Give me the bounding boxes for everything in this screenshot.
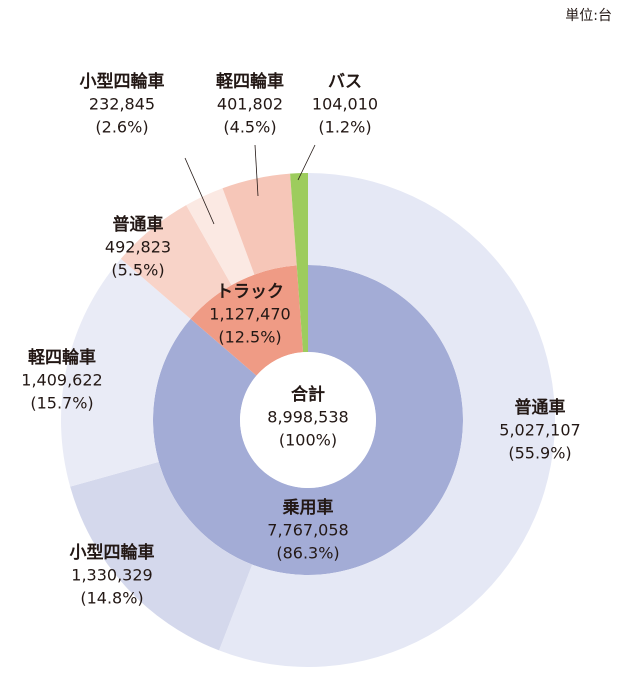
label-value: 492,823 [105, 238, 171, 257]
label-share: (12.5%) [218, 328, 281, 347]
label-share: (100%) [279, 431, 337, 450]
leader-line [254, 144, 259, 197]
label-value: 1,330,329 [71, 566, 152, 585]
label-share: (1.2%) [318, 118, 371, 137]
label-share: (15.7%) [30, 394, 93, 413]
unit-label: 単位:台 [565, 8, 612, 24]
leader-line [184, 157, 215, 225]
leader-line [297, 144, 316, 181]
label-name: 小型四輪車 [70, 542, 155, 563]
label-value: 1,127,470 [209, 305, 290, 324]
label-name: トラック [216, 282, 284, 302]
inner-segment [152, 265, 463, 575]
outer-segment [186, 188, 255, 286]
label-share: (86.3%) [276, 544, 339, 563]
label-value: 232,845 [89, 95, 155, 114]
outer-segment [60, 258, 191, 487]
label-share: (5.5%) [111, 261, 164, 280]
label-name: 乗用車 [282, 497, 334, 518]
inner-segment [190, 265, 304, 376]
label-name: 合計 [291, 384, 325, 405]
label-name: 軽四輪車 [28, 347, 96, 368]
label-value: 5,027,107 [499, 421, 580, 440]
outer-segment [219, 173, 555, 667]
label-value: 7,767,058 [267, 521, 348, 540]
outer-segment [70, 461, 253, 651]
label-share: (4.5%) [223, 118, 276, 137]
label-value: 401,802 [217, 95, 283, 114]
label-share: (55.9%) [508, 444, 571, 463]
full-segment [290, 173, 308, 353]
label-value: 104,010 [312, 95, 378, 114]
outer-segment [120, 205, 232, 319]
center-hole [240, 352, 376, 488]
label-share: (14.8%) [80, 589, 143, 608]
label-share: (2.6%) [95, 118, 148, 137]
outer-segment [222, 173, 297, 275]
label-value: 8,998,538 [267, 408, 348, 427]
label-name: 小型四輪車 [80, 71, 165, 92]
label-name: 普通車 [515, 397, 566, 418]
label-name: 軽四輪車 [216, 71, 284, 92]
label-name: バス [328, 72, 362, 92]
label-name: 普通車 [113, 214, 164, 235]
label-value: 1,409,622 [21, 371, 102, 390]
